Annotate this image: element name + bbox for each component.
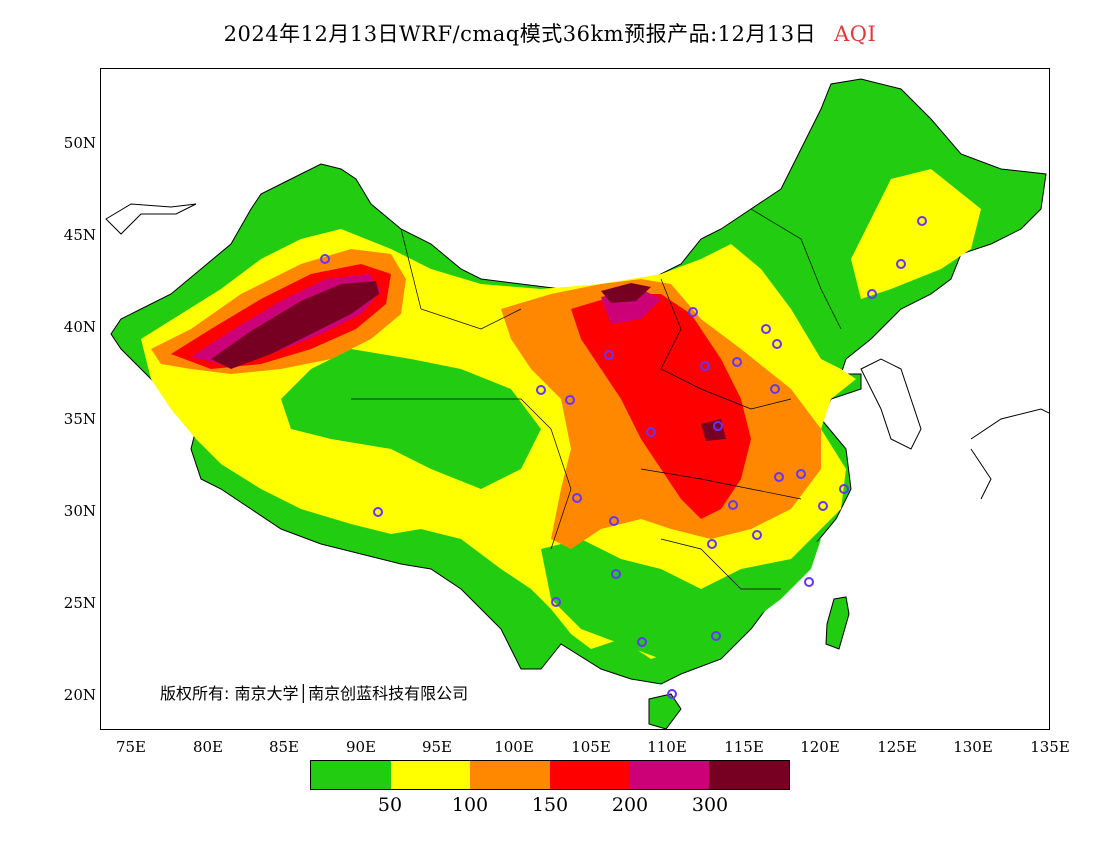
- lat-label-45n: 45N: [63, 226, 96, 244]
- city-marker: [896, 259, 906, 269]
- legend-swatch-maroon: [709, 761, 790, 789]
- city-marker: [804, 577, 814, 587]
- variable-label: AQI: [834, 22, 877, 46]
- city-marker: [373, 507, 383, 517]
- city-marker: [761, 324, 771, 334]
- taiwan: [825, 596, 850, 650]
- city-marker: [770, 384, 780, 394]
- city-marker: [637, 637, 647, 647]
- lon-label-85e: 85E: [268, 738, 300, 756]
- city-marker: [688, 307, 698, 317]
- hainan: [648, 693, 682, 729]
- city-marker: [609, 516, 619, 526]
- aqi-zone-yellow-ne: [851, 169, 981, 299]
- city-marker: [818, 501, 828, 511]
- city-marker: [711, 631, 721, 641]
- lat-label-30n: 30N: [63, 502, 96, 520]
- coastline-japan: [970, 408, 1049, 500]
- lat-label-20n: 20N: [63, 686, 96, 704]
- city-marker: [551, 597, 561, 607]
- city-marker: [646, 427, 656, 437]
- title-text: 2024年12月13日WRF/cmaq模式36km预报产品:12月13日: [223, 22, 817, 46]
- city-marker: [728, 500, 738, 510]
- city-marker: [611, 569, 621, 579]
- lat-label-40n: 40N: [63, 318, 96, 336]
- city-marker: [839, 484, 849, 494]
- lat-label-50n: 50N: [63, 134, 96, 152]
- aqi-map: [105, 78, 1049, 729]
- lat-label-35n: 35N: [63, 410, 96, 428]
- city-marker: [667, 689, 677, 699]
- copyright-notice: 版权所有: 南京大学│南京创蓝科技有限公司: [160, 684, 469, 703]
- legend-swatch-yellow: [390, 761, 471, 789]
- lon-label-75e: 75E: [115, 738, 147, 756]
- lon-label-100e: 100E: [494, 738, 534, 756]
- aqi-zone-maroon-2: [701, 419, 726, 441]
- city-marker: [713, 421, 723, 431]
- lon-label-130e: 130E: [953, 738, 993, 756]
- legend-swatch-red: [550, 761, 630, 789]
- city-marker: [700, 361, 710, 371]
- city-marker: [917, 216, 927, 226]
- legend-swatch-orange: [470, 761, 551, 789]
- green-patch-south: [541, 539, 821, 659]
- lon-label-120e: 120E: [800, 738, 840, 756]
- coastline-lake: [105, 203, 197, 235]
- lon-label-80e: 80E: [192, 738, 224, 756]
- city-marker: [604, 350, 614, 360]
- city-marker: [536, 385, 546, 395]
- lon-label-115e: 115E: [724, 738, 764, 756]
- legend-label-100: 100: [451, 794, 489, 816]
- city-marker: [774, 472, 784, 482]
- map-title: 2024年12月13日WRF/cmaq模式36km预报产品:12月13日 AQI: [0, 18, 1100, 48]
- lon-label-95e: 95E: [421, 738, 453, 756]
- green-patch-plateau: [281, 349, 541, 489]
- lon-label-125e: 125E: [877, 738, 917, 756]
- legend-label-200: 200: [611, 794, 649, 816]
- aqi-zone-maroon: [601, 283, 651, 303]
- map-panel: [100, 68, 1050, 730]
- city-markers: [320, 216, 927, 699]
- city-marker: [572, 493, 582, 503]
- province-borders: [351, 208, 842, 590]
- city-marker: [796, 469, 806, 479]
- legend-label-150: 150: [531, 794, 569, 816]
- city-marker: [707, 539, 717, 549]
- legend-swatch-green: [311, 761, 391, 789]
- aqi-zone-red: [571, 294, 751, 519]
- legend-label-50: 50: [377, 794, 403, 816]
- city-marker: [867, 289, 877, 299]
- legend-swatch-magenta: [629, 761, 710, 789]
- lon-label-135e: 135E: [1030, 738, 1070, 756]
- city-marker: [565, 395, 575, 405]
- coastline-korea: [860, 358, 922, 450]
- city-marker: [752, 530, 762, 540]
- aqi-legend: [310, 760, 790, 790]
- city-marker: [732, 357, 742, 367]
- city-marker: [772, 339, 782, 349]
- lat-label-25n: 25N: [63, 594, 96, 612]
- lon-label-110e: 110E: [647, 738, 687, 756]
- lon-label-105e: 105E: [571, 738, 611, 756]
- lon-label-90e: 90E: [345, 738, 377, 756]
- tarim-maroon: [211, 281, 379, 369]
- city-marker: [320, 254, 330, 264]
- legend-label-300: 300: [691, 794, 729, 816]
